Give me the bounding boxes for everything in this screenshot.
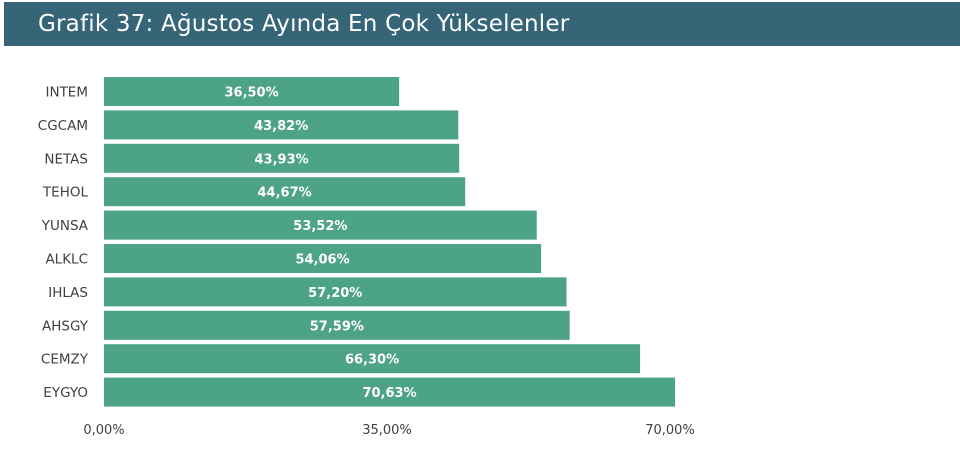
chart-title: Grafik 37: Ağustos Ayında En Çok Yüksele… <box>38 11 570 37</box>
category-label-ihlas: IHLAS <box>48 285 88 301</box>
bar-tehol <box>104 177 466 207</box>
category-labels: INTEM CGCAM NETAS TEHOL YUNSA ALKLC IHLAS AHSGY… <box>38 85 89 402</box>
bar-yunsa <box>104 210 537 240</box>
category-label-netas: NETAS <box>44 151 88 167</box>
bars-layer: 36,50% 43,82% 43,93% 44,67% 53,52% 54,06% 57,2… <box>104 77 676 407</box>
category-label-yunsa: YUNSA <box>41 218 89 234</box>
category-label-cgcam: CGCAM <box>38 118 88 134</box>
value-label-tehol: 44,67% <box>258 186 312 201</box>
bar-ahsgy <box>104 310 570 340</box>
x-tick-label: 0,00% <box>83 423 124 438</box>
category-label-alklc: ALKLC <box>45 252 88 268</box>
category-label-cemzy: CEMZY <box>41 352 89 368</box>
bar-cgcam <box>104 110 459 140</box>
x-tick-label: 35,00% <box>362 423 412 438</box>
bar-alklc <box>104 244 542 273</box>
x-axis-tick-labels: 0,00% 35,00% 70,00% <box>83 423 694 438</box>
value-label-ahsgy: 57,59% <box>310 319 364 334</box>
category-label-ahsgy: AHSGY <box>42 318 89 334</box>
value-label-netas: 43,93% <box>255 152 309 167</box>
value-label-yunsa: 53,52% <box>293 219 347 234</box>
value-label-alklc: 54,06% <box>295 253 349 268</box>
value-label-cemzy: 66,30% <box>345 353 399 368</box>
bar-eygyo <box>104 377 676 407</box>
bar-ihlas <box>104 277 567 307</box>
value-label-intem: 36,50% <box>224 86 278 101</box>
value-label-ihlas: 57,20% <box>308 286 362 301</box>
bar-cemzy <box>104 344 641 374</box>
category-label-intem: INTEM <box>45 85 88 101</box>
bar-intem <box>104 77 400 106</box>
value-label-cgcam: 43,82% <box>254 119 308 134</box>
category-label-eygyo: EYGYO <box>43 385 88 401</box>
value-label-eygyo: 70,63% <box>362 386 416 401</box>
category-label-tehol: TEHOL <box>42 185 89 201</box>
chart-title-band: Grafik 37: Ağustos Ayında En Çok Yüksele… <box>4 2 960 46</box>
x-tick-label: 70,00% <box>645 423 695 438</box>
bar-netas <box>104 143 460 173</box>
